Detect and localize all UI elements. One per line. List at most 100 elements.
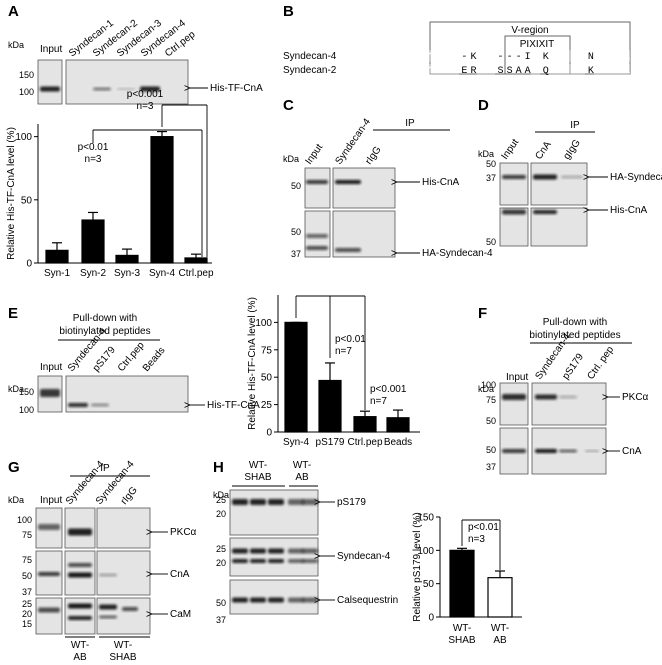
- identity-cell: [612, 64, 621, 76]
- motif-label: PIXIXIT: [520, 39, 554, 50]
- y-tick-label: 50: [423, 579, 435, 590]
- band: [268, 559, 284, 563]
- band: [117, 88, 135, 90]
- bar: [386, 417, 410, 433]
- identity-cell: [405, 64, 414, 76]
- annotation: n=7: [335, 346, 352, 357]
- band-label: His-TF-CnA: [210, 83, 263, 94]
- annotation: n=7: [370, 396, 387, 407]
- lane-label: Ctrl. pep: [585, 344, 616, 382]
- band: [93, 87, 111, 91]
- marker: 50: [22, 571, 32, 581]
- panel-letter: A: [8, 3, 19, 20]
- y-axis-label: Relative His-TF-CnA level (%): [247, 297, 258, 430]
- x-tick-label: Ctrl.pep: [347, 437, 382, 448]
- identity-cell: [396, 64, 405, 76]
- kda: kDa: [478, 149, 494, 159]
- identity-cell: [603, 64, 612, 76]
- sequence-name: Syndecan-4: [283, 51, 337, 62]
- identity-cell: [441, 50, 450, 62]
- marker: 20: [216, 509, 226, 519]
- panel-letter: B: [283, 3, 294, 20]
- y-tick-label: 50: [261, 373, 273, 384]
- y-axis-label: Relative pS179 level (%): [412, 512, 423, 622]
- heading: Pull-down with: [543, 317, 607, 328]
- identity-cell: [342, 64, 351, 76]
- marker: 50: [486, 416, 496, 426]
- identity-cell: [558, 50, 567, 62]
- x-tick-label: SHAB: [448, 635, 476, 646]
- annotation: n=3: [137, 101, 154, 112]
- ip-label: IP: [405, 118, 415, 129]
- annotation: p<0.01: [335, 334, 366, 345]
- band: [559, 449, 577, 453]
- y-tick-label: 0: [266, 428, 272, 439]
- band: [302, 499, 318, 505]
- group-label: SHAB: [244, 472, 272, 483]
- lane-label: rIgG: [119, 485, 140, 507]
- bar: [81, 219, 105, 264]
- band: [306, 246, 328, 250]
- annotation: p<0.001: [370, 384, 407, 395]
- lane-label: Input: [506, 372, 528, 383]
- bar: [184, 257, 208, 264]
- region-label: V-region: [511, 25, 548, 36]
- annotation: p<0.01: [78, 142, 109, 153]
- identity-cell: [486, 64, 495, 76]
- identity-cell: [621, 64, 630, 76]
- panel-letter: G: [8, 459, 20, 476]
- marker: 100: [481, 380, 496, 390]
- y-tick-label: 100: [255, 318, 272, 329]
- marker: 50: [486, 159, 496, 169]
- group-label: WT-: [293, 460, 311, 471]
- band: [585, 450, 599, 452]
- identity-cell: [450, 50, 459, 62]
- band: [533, 174, 557, 180]
- y-tick-label: 100: [15, 132, 32, 143]
- identity-cell: [342, 50, 351, 62]
- kda: kDa: [8, 384, 24, 394]
- blot: [304, 167, 331, 209]
- band: [68, 563, 92, 567]
- marker: 50: [291, 181, 301, 191]
- marker: 100: [19, 405, 34, 415]
- band: [40, 86, 60, 92]
- lane-label: gIgG: [561, 137, 583, 161]
- y-tick-label: 50: [21, 195, 33, 206]
- band: [91, 403, 109, 407]
- x-tick-label: Syn-1: [44, 268, 71, 279]
- identity-cell: [477, 64, 486, 76]
- band: [232, 597, 248, 603]
- band-label: HA-Syndecan-4: [610, 172, 662, 183]
- band-label: His-CnA: [610, 205, 648, 216]
- identity-cell: [432, 64, 441, 76]
- group-label: WT-: [71, 640, 89, 651]
- kda: kDa: [478, 384, 494, 394]
- band: [306, 180, 328, 184]
- bar: [487, 577, 513, 618]
- identity-cell: [414, 64, 423, 76]
- band: [38, 572, 60, 576]
- x-tick-label: AB: [493, 635, 507, 646]
- identity-cell: [387, 64, 396, 76]
- identity-cell: [567, 64, 576, 76]
- identity-cell: [567, 50, 576, 62]
- marker: 150: [19, 387, 34, 397]
- kda: kDa: [283, 154, 299, 164]
- annotation: n=3: [85, 154, 102, 165]
- identity-cell: [531, 64, 540, 76]
- band: [288, 597, 304, 603]
- band: [502, 175, 526, 179]
- band: [250, 559, 266, 563]
- identity-cell: [486, 50, 495, 62]
- marker: 20: [216, 558, 226, 568]
- y-axis-label: Relative His-TF-CnA level (%): [6, 127, 17, 260]
- identity-cell: [396, 50, 405, 62]
- marker: 75: [486, 395, 496, 405]
- identity-cell: [576, 64, 585, 76]
- marker: 50: [486, 237, 496, 247]
- band: [302, 548, 318, 554]
- marker: 50: [291, 227, 301, 237]
- panel-letter: D: [478, 97, 489, 114]
